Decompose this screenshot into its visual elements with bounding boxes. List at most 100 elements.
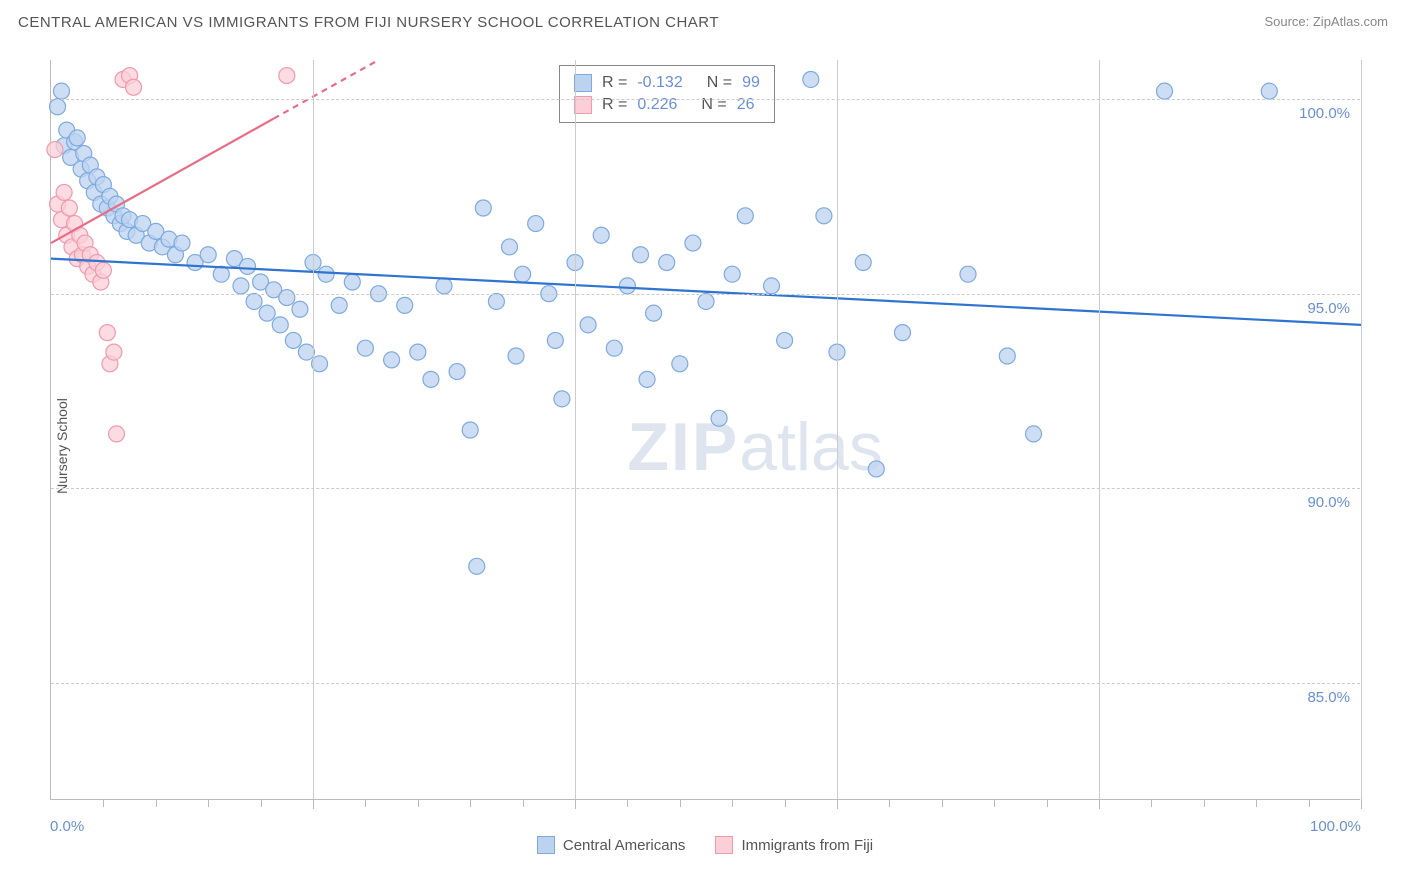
data-point bbox=[47, 142, 63, 158]
chart-container: CENTRAL AMERICAN VS IMMIGRANTS FROM FIJI… bbox=[0, 0, 1406, 892]
data-point bbox=[246, 293, 262, 309]
x-tick-major bbox=[313, 799, 314, 809]
stats-row: R =-0.132N =99 bbox=[574, 72, 760, 94]
legend-item: Immigrants from Fiji bbox=[715, 836, 873, 854]
legend-item: Central Americans bbox=[537, 836, 686, 854]
data-point bbox=[436, 278, 452, 294]
stat-n-value: 99 bbox=[742, 74, 760, 92]
legend-label: Immigrants from Fiji bbox=[741, 837, 873, 854]
data-point bbox=[56, 184, 72, 200]
data-point bbox=[69, 130, 85, 146]
data-point bbox=[95, 262, 111, 278]
data-point bbox=[777, 332, 793, 348]
data-point bbox=[698, 293, 714, 309]
gridline-vertical bbox=[1361, 60, 1362, 799]
data-point bbox=[868, 461, 884, 477]
x-tick-minor bbox=[994, 799, 995, 807]
x-tick-minor bbox=[418, 799, 419, 807]
x-tick-minor bbox=[1047, 799, 1048, 807]
data-point bbox=[384, 352, 400, 368]
x-tick-minor bbox=[627, 799, 628, 807]
x-axis-max-label: 100.0% bbox=[1310, 818, 1361, 835]
plot-area: ZIPatlas R =-0.132N =99R =0.226N =26 100… bbox=[50, 60, 1360, 800]
data-point bbox=[528, 216, 544, 232]
data-point bbox=[659, 255, 675, 271]
data-point bbox=[285, 332, 301, 348]
data-point bbox=[1261, 83, 1277, 99]
gridline-vertical bbox=[313, 60, 314, 799]
data-point bbox=[109, 426, 125, 442]
y-tick-label: 85.0% bbox=[1307, 689, 1350, 706]
stat-n-label: N = bbox=[707, 74, 732, 92]
data-point bbox=[580, 317, 596, 333]
x-tick-minor bbox=[942, 799, 943, 807]
x-tick-minor bbox=[1309, 799, 1310, 807]
gridline-horizontal bbox=[51, 683, 1360, 684]
bottom-legend: Central Americans Immigrants from Fiji bbox=[50, 836, 1360, 854]
data-point bbox=[397, 297, 413, 313]
stats-row: R =0.226N =26 bbox=[574, 94, 760, 116]
data-point bbox=[724, 266, 740, 282]
x-tick-minor bbox=[680, 799, 681, 807]
data-point bbox=[606, 340, 622, 356]
y-tick-label: 90.0% bbox=[1307, 494, 1350, 511]
trend-line bbox=[51, 259, 1361, 325]
data-point bbox=[357, 340, 373, 356]
data-point bbox=[50, 99, 66, 115]
data-point bbox=[685, 235, 701, 251]
x-tick-minor bbox=[732, 799, 733, 807]
chart-svg bbox=[51, 60, 1360, 799]
data-point bbox=[711, 410, 727, 426]
gridline-vertical bbox=[1099, 60, 1100, 799]
data-point bbox=[174, 235, 190, 251]
data-point bbox=[672, 356, 688, 372]
x-tick-minor bbox=[156, 799, 157, 807]
gridline-horizontal bbox=[51, 488, 1360, 489]
data-point bbox=[61, 200, 77, 216]
data-point bbox=[106, 344, 122, 360]
data-point bbox=[737, 208, 753, 224]
legend-swatch bbox=[715, 836, 733, 854]
gridline-horizontal bbox=[51, 99, 1360, 100]
data-point bbox=[764, 278, 780, 294]
data-point bbox=[646, 305, 662, 321]
data-point bbox=[803, 71, 819, 87]
x-tick-major bbox=[1361, 799, 1362, 809]
stats-box: R =-0.132N =99R =0.226N =26 bbox=[559, 65, 775, 123]
x-tick-minor bbox=[103, 799, 104, 807]
data-point bbox=[126, 79, 142, 95]
data-point bbox=[593, 227, 609, 243]
data-point bbox=[410, 344, 426, 360]
data-point bbox=[816, 208, 832, 224]
data-point bbox=[619, 278, 635, 294]
data-point bbox=[515, 266, 531, 282]
data-point bbox=[53, 83, 69, 99]
data-point bbox=[279, 290, 295, 306]
data-point bbox=[488, 293, 504, 309]
legend-label: Central Americans bbox=[563, 837, 686, 854]
data-point bbox=[855, 255, 871, 271]
x-tick-minor bbox=[470, 799, 471, 807]
data-point bbox=[344, 274, 360, 290]
x-tick-minor bbox=[785, 799, 786, 807]
gridline-horizontal bbox=[51, 294, 1360, 295]
data-point bbox=[200, 247, 216, 263]
data-point bbox=[272, 317, 288, 333]
data-point bbox=[449, 364, 465, 380]
data-point bbox=[240, 258, 256, 274]
x-tick-major bbox=[837, 799, 838, 809]
chart-title: CENTRAL AMERICAN VS IMMIGRANTS FROM FIJI… bbox=[18, 14, 719, 31]
y-tick-label: 100.0% bbox=[1299, 105, 1350, 122]
data-point bbox=[462, 422, 478, 438]
y-tick-label: 95.0% bbox=[1307, 300, 1350, 317]
chart-source: Source: ZipAtlas.com bbox=[1264, 14, 1388, 29]
data-point bbox=[554, 391, 570, 407]
data-point bbox=[1157, 83, 1173, 99]
x-tick-major bbox=[1099, 799, 1100, 809]
data-point bbox=[633, 247, 649, 263]
x-tick-minor bbox=[208, 799, 209, 807]
x-axis-min-label: 0.0% bbox=[50, 818, 84, 835]
data-point bbox=[1026, 426, 1042, 442]
data-point bbox=[999, 348, 1015, 364]
data-point bbox=[960, 266, 976, 282]
